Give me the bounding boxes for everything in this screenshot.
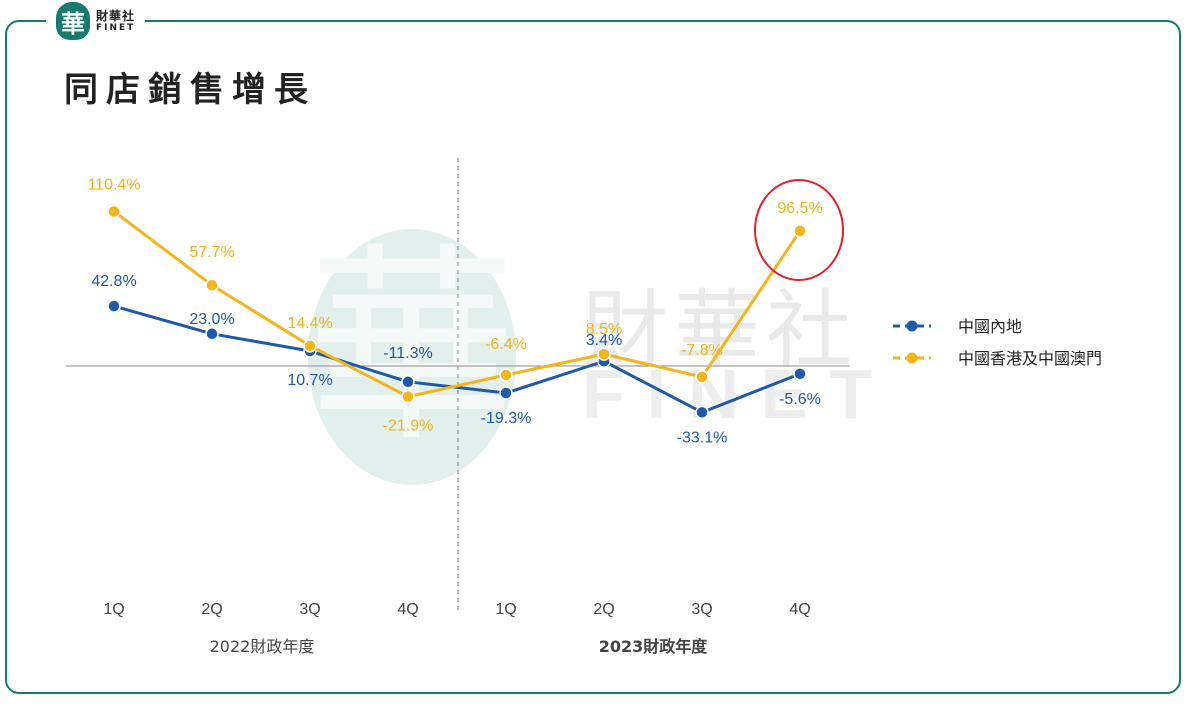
watermark-cn: 財華社 [582,281,858,381]
x-tick-label: 3Q [299,601,320,618]
chart-title: 同店銷售增長 [64,70,316,110]
watermark-seal-icon [308,229,516,485]
x-tick-label: 1Q [103,601,124,618]
watermark-en: FINET [582,355,894,433]
logo-en: FINET [96,22,136,33]
finet-logo: 華 財華社 FINET [46,2,146,40]
fiscal-year-label: 2022財政年度 [210,637,315,656]
series-line-1 [113,210,802,399]
logo-seal-icon: 華 [56,2,90,40]
data-point [107,299,121,313]
data-point [695,405,709,420]
x-tick-label: 4Q [397,601,418,618]
x-tick-label: 2Q [593,601,614,618]
data-label: -11.3% [383,345,433,362]
x-tick-label: 3Q [691,601,712,618]
data-label: 3.4% [586,332,622,349]
highlight-circle [754,179,844,281]
data-point [107,204,121,219]
data-label: 110.4% [87,176,140,193]
logo-glyph: 華 [61,8,85,38]
data-label: 57.7% [189,244,234,261]
data-point [793,367,807,381]
fiscal-year-label: 2023財政年度 [599,637,709,656]
data-point [597,347,611,361]
x-tick-label: 2Q [201,601,222,618]
x-tick-label: 4Q [789,601,810,618]
chart-frame [5,20,1181,694]
data-label: 42.8% [91,273,136,290]
data-point [793,224,807,238]
data-point [401,389,415,404]
data-point [499,368,513,382]
data-point [401,375,415,389]
x-tick-label: 1Q [495,601,516,618]
data-label: -19.3% [481,410,532,427]
logo-cn: 財華社 [96,8,136,23]
logo-text: 財華社 FINET [96,10,135,33]
data-label: 96.5% [777,200,822,217]
data-label: -5.6% [779,391,821,408]
data-label-layer: 42.8% 23.0% 10.7% -11.3% -19.3% 3.4% -33.1% -5.… [87,176,822,446]
data-point [205,327,219,341]
data-label: 14.4% [287,315,332,332]
data-label: 23.0% [189,311,234,328]
legend-marker [906,352,918,364]
data-label: 10.7% [287,372,332,389]
series-layer [107,204,807,420]
data-point [499,386,513,400]
legend-label: 中國香港及中國澳門 [958,349,1102,368]
legend-label: 中國內地 [958,317,1022,336]
data-label: 8.5% [586,321,622,338]
data-point [303,339,317,353]
data-label: -21.9% [383,418,434,435]
watermark-seal-glyph: 華 [307,225,517,470]
data-label: -6.4% [485,336,527,353]
series-line-0 [113,304,801,414]
data-label: -33.1% [677,429,728,446]
data-point [205,278,219,292]
data-point [695,370,709,384]
x-axis: 1Q 2Q 3Q 4Q 1Q 2Q 3Q 4Q 2022財政年度 2023財政年度 [103,601,810,656]
watermark: 華 財華社 FINET [307,225,894,485]
legend-marker [906,320,918,332]
data-label: -7.8% [681,342,723,359]
